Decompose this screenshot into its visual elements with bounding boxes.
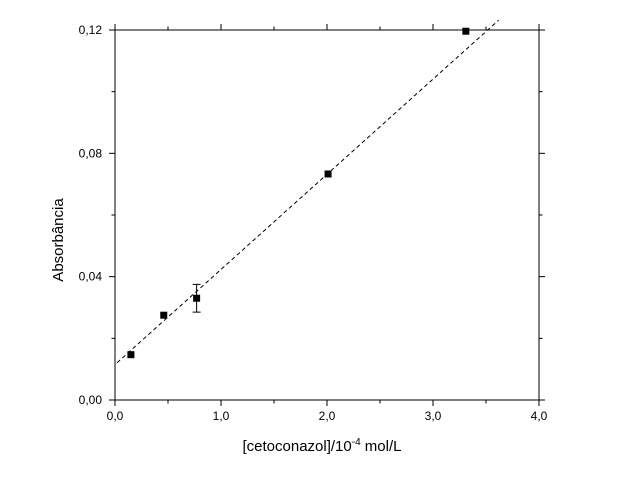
x-tick-label: 3,0	[425, 409, 442, 423]
y-tick-label: 0,12	[79, 23, 103, 37]
x-tick-label: 4,0	[531, 409, 548, 423]
data-point	[160, 311, 168, 319]
data-point	[462, 27, 470, 35]
linear-fit-line	[116, 19, 500, 364]
x-tick-label: 0,0	[107, 409, 124, 423]
y-tick-label: 0,00	[79, 393, 103, 407]
data-point	[127, 351, 135, 359]
y-axis-title: Absorbância	[50, 198, 67, 282]
y-tick-label: 0,04	[79, 270, 103, 284]
plot-frame	[114, 29, 540, 401]
data-point	[193, 294, 201, 302]
data-point	[324, 170, 332, 178]
y-tick-label: 0,08	[79, 146, 103, 160]
x-tick-label: 2,0	[319, 409, 336, 423]
x-axis-title-exponent: -4	[352, 437, 361, 448]
x-axis-title-prefix: [cetoconazol]/10	[242, 438, 351, 455]
x-axis-title-suffix: mol/L	[361, 438, 402, 455]
x-axis-title: [cetoconazol]/10-4 mol/L	[242, 437, 401, 455]
x-tick-label: 1,0	[213, 409, 230, 423]
